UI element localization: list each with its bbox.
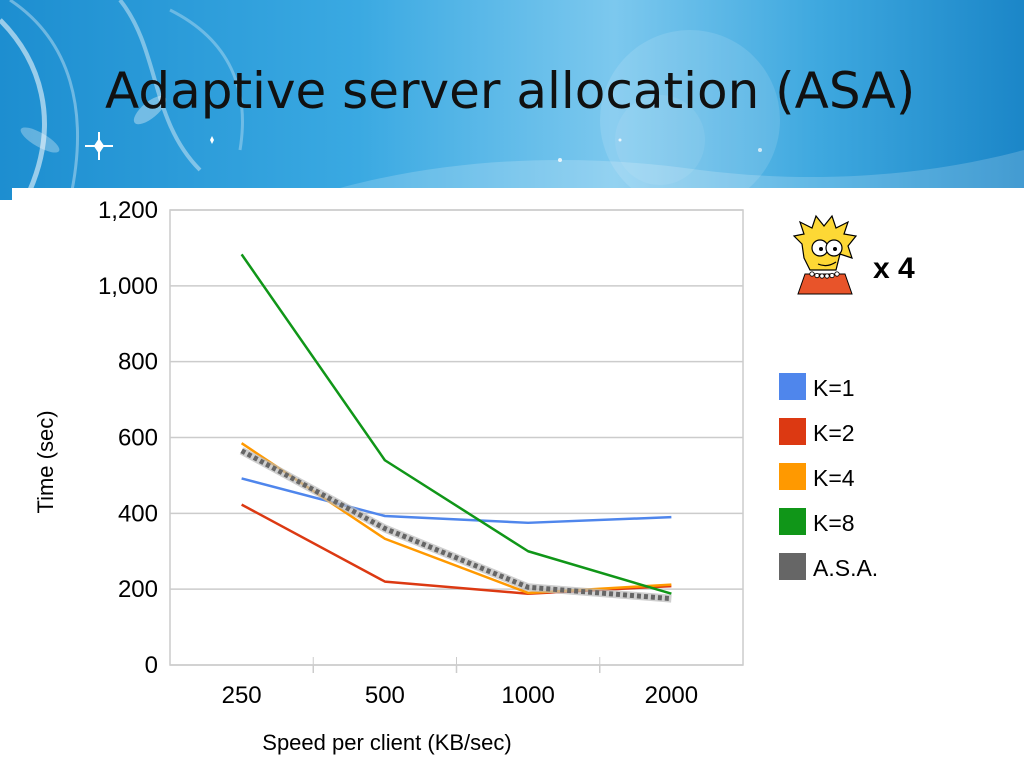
multiplier-label: x 4 [873, 252, 915, 285]
x-axis-title: Speed per client (KB/sec) [262, 730, 511, 755]
slide-title: Adaptive server allocation (ASA) [105, 62, 916, 120]
y-tick-label: 400 [118, 500, 158, 527]
y-tick-label: 1,000 [98, 273, 158, 300]
y-tick-label: 600 [118, 425, 158, 452]
legend-label-k-1: K=1 [813, 375, 855, 401]
series-line-k-8 [240, 253, 672, 595]
x-tick-label: 1000 [501, 682, 554, 709]
x-tick-label: 500 [365, 682, 405, 709]
y-tick-label: 0 [145, 652, 158, 679]
title-banner: Adaptive server allocation (ASA) [0, 0, 1024, 200]
legend-label-a-s-a: A.S.A. [813, 555, 878, 581]
x-tick-label: 250 [222, 682, 262, 709]
legend-swatch-k-8 [779, 508, 806, 535]
legend-swatch-k-1 [779, 373, 806, 400]
y-tick-label: 800 [118, 349, 158, 376]
series-line-a-s-a [240, 448, 672, 602]
y-axis-title: Time (sec) [33, 410, 58, 513]
y-tick-label: 200 [118, 576, 158, 603]
chart-legend: K=1 K=2 K=4 K=8 A.S.A. [779, 373, 878, 581]
legend-label-k-8: K=8 [813, 510, 855, 536]
legend-label-k-2: K=2 [813, 420, 855, 446]
x-tick-label: 2000 [645, 682, 698, 709]
cartoon-character-icon [792, 214, 858, 295]
banner-decoration [0, 0, 1024, 200]
legend-swatch-k-2 [779, 418, 806, 445]
chart-series [239, 253, 672, 603]
y-tick-label: 1,200 [98, 197, 158, 224]
legend-swatch-k-4 [779, 463, 806, 490]
chart-axes: 0 200 400 600 800 1,000 1,200 250 500 1000 2000 [98, 197, 698, 709]
series-line-k-2 [241, 503, 672, 595]
series-line-a-s-a-halo [239, 447, 672, 603]
legend-swatch-a-s-a [779, 553, 806, 580]
series-line-k-1 [241, 477, 672, 525]
legend-label-k-4: K=4 [813, 465, 855, 491]
chart-panel [12, 188, 1024, 768]
series-line-k-4 [240, 442, 672, 595]
